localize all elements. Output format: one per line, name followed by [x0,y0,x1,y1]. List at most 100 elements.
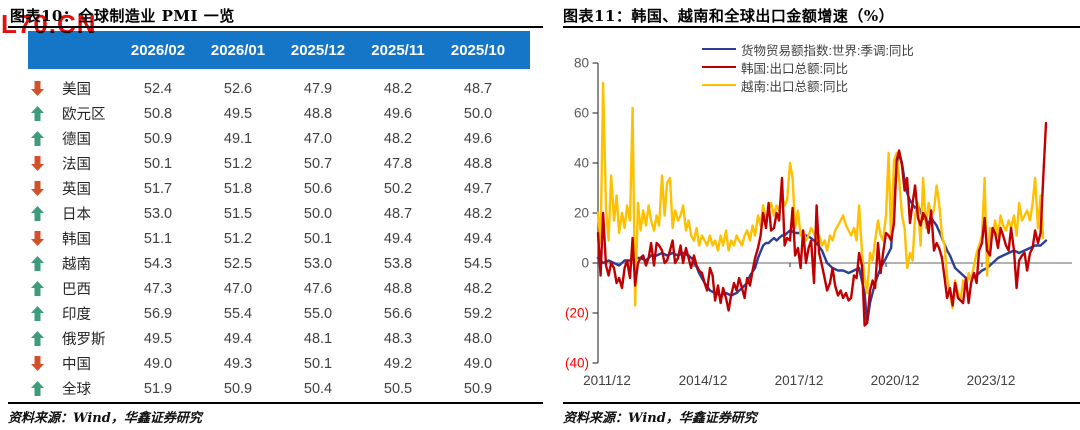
region-label: 欧元区 [62,107,106,123]
y-tick-label: (40) [565,356,589,371]
pmi-value: 50.1 [303,230,333,247]
pmi-value: 53.8 [383,255,413,272]
trend-cell [28,256,62,271]
x-tick-label: 2011/12 [583,373,631,388]
down-arrow-icon [31,181,44,196]
column-header: 2026/02 [130,41,186,59]
left-panel-title: 图表10：全球制造业 PMI 一览 [10,7,235,25]
region-label: 越南 [62,257,91,273]
watermark: L70.CN [1,9,97,39]
up-arrow-icon [31,281,44,296]
trend-cell [28,281,62,296]
trend-cell [28,356,62,371]
pmi-value: 53.0 [303,255,333,272]
pmi-value: 49.5 [223,105,253,122]
pmi-value: 48.3 [383,330,413,347]
column-header: 2025/12 [290,41,346,59]
region-label: 中国 [62,357,91,373]
trend-cell [28,381,62,396]
pmi-value: 50.6 [303,180,333,197]
pmi-value: 49.3 [223,355,253,372]
down-arrow-icon [31,156,44,171]
pmi-value: 48.2 [383,80,413,97]
x-tick-label: 2023/12 [967,373,1016,388]
y-tick-label: (20) [565,306,589,321]
table-row: 欧元区 50.8 49.5 48.8 49.6 50.0 [28,101,530,126]
region-label: 印度 [62,307,91,323]
table-row: 美国 52.4 52.6 47.9 48.2 48.7 [28,76,530,101]
up-arrow-icon [31,131,44,146]
pmi-value: 50.8 [143,105,173,122]
up-arrow-icon [31,381,44,396]
down-arrow-icon [31,231,44,246]
pmi-value: 55.0 [303,305,333,322]
pmi-value: 48.7 [383,205,413,222]
y-tick-label: 20 [574,206,589,221]
region-label: 全球 [62,382,91,398]
region-label: 法国 [62,157,91,173]
pmi-value: 49.0 [143,355,173,372]
right-source-note: 资料来源：Wind，华鑫证券研究 [563,411,757,426]
pmi-value: 50.4 [303,380,333,397]
pmi-value: 47.8 [383,155,413,172]
trend-cell [28,181,62,196]
region-label: 巴西 [62,282,91,298]
pmi-value: 49.6 [383,105,413,122]
pmi-value: 48.2 [383,130,413,147]
table-row: 俄罗斯 49.5 49.4 48.1 48.3 48.0 [28,326,530,351]
region-label: 英国 [62,182,91,198]
pmi-value: 53.0 [143,205,173,222]
trend-cell [28,106,62,121]
region-label: 美国 [62,82,91,98]
y-tick-label: 0 [581,256,589,271]
table-row: 日本 53.0 51.5 50.0 48.7 48.2 [28,201,530,226]
pmi-value: 47.6 [303,280,333,297]
pmi-value: 48.8 [303,105,333,122]
pmi-value: 52.4 [143,80,173,97]
pmi-value: 49.1 [223,130,253,147]
y-tick-label: 40 [574,156,589,171]
chart-legend: 货物贸易额指数:世界:季调:同比 韩国:出口总额:同比 越南:出口总额:同比 [702,40,914,94]
right-panel-title: 图表11：韩国、越南和全球出口金额增速（%） [563,7,895,25]
table-row: 英国 51.7 51.8 50.6 50.2 49.7 [28,176,530,201]
pmi-value: 50.9 [223,380,253,397]
table-row: 韩国 51.1 51.2 50.1 49.4 49.4 [28,226,530,251]
x-tick-label: 2020/12 [871,373,920,388]
legend-item: 越南:出口总额:同比 [702,76,914,94]
pmi-value: 51.5 [223,205,253,222]
pmi-value: 54.5 [463,255,493,272]
up-arrow-icon [31,256,44,271]
table-row: 印度 56.9 55.4 55.0 56.6 59.2 [28,301,530,326]
pmi-value: 49.6 [463,130,493,147]
pmi-value: 48.8 [383,280,413,297]
up-arrow-icon [31,106,44,121]
table-row: 巴西 47.3 47.0 47.6 48.8 48.2 [28,276,530,301]
x-tick-label: 2017/12 [775,373,824,388]
trend-cell [28,131,62,146]
column-header: 2026/01 [210,41,266,59]
legend-line-swatch [702,84,736,86]
pmi-value: 56.6 [383,305,413,322]
column-header: 2025/11 [371,41,425,59]
trend-cell [28,156,62,171]
pmi-value: 49.4 [463,230,493,247]
pmi-value: 47.0 [303,130,333,147]
left-source-note: 资料来源：Wind，华鑫证券研究 [8,411,202,426]
pmi-value: 48.8 [463,155,493,172]
region-label: 德国 [62,132,91,148]
pmi-value: 50.0 [463,105,493,122]
pmi-value: 49.5 [143,330,173,347]
right-title-rule [563,26,1080,28]
trend-cell [28,331,62,346]
pmi-table-body: 美国 52.4 52.6 47.9 48.2 48.7 欧元区 50.8 49.5 48.8 49.… [28,76,530,401]
down-arrow-icon [31,356,44,371]
series-line [596,151,1048,325]
pmi-value: 48.1 [303,330,333,347]
pmi-value: 50.7 [303,155,333,172]
table-row: 越南 54.3 52.5 53.0 53.8 54.5 [28,251,530,276]
left-bottom-rule [8,402,543,404]
pmi-value: 55.4 [223,305,253,322]
region-label: 韩国 [62,232,91,248]
pmi-value: 50.1 [303,355,333,372]
